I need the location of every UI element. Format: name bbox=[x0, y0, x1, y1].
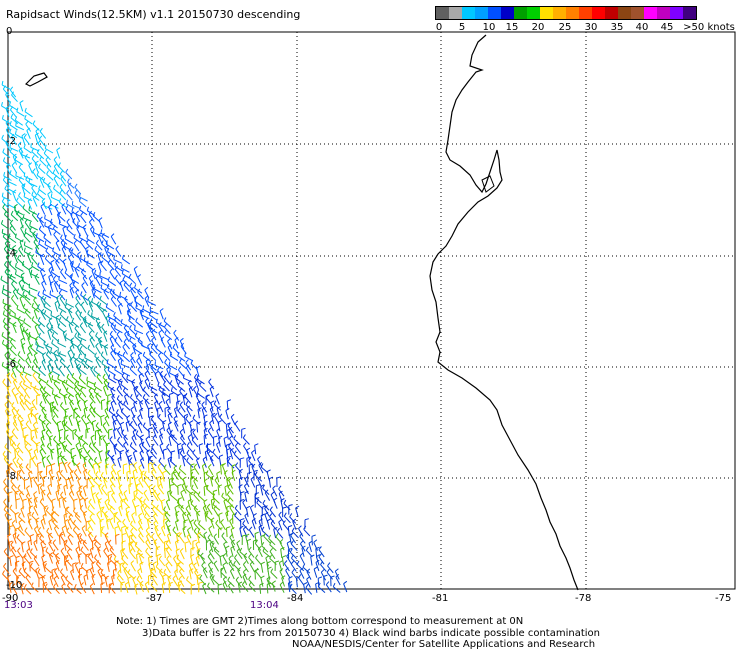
legend-swatch-6 bbox=[514, 7, 527, 19]
legend-tick-1: 5 bbox=[458, 22, 466, 33]
legend-swatch-16 bbox=[644, 7, 657, 19]
plot-frame bbox=[7, 31, 736, 590]
time-label-left: 13:03 bbox=[4, 600, 33, 611]
legend-swatch-11 bbox=[579, 7, 592, 19]
legend-swatch-17 bbox=[657, 7, 670, 19]
legend-swatch-2 bbox=[462, 7, 475, 19]
lat-label-minus4: -4 bbox=[6, 248, 16, 259]
bay-outline bbox=[481, 175, 495, 193]
legend-tick-2: 10 bbox=[482, 22, 496, 33]
lat-label-minus10: -10 bbox=[6, 580, 23, 591]
legend-swatch-13 bbox=[605, 7, 618, 19]
legend-tick-0: 0 bbox=[435, 22, 443, 33]
legend-tick-7: 35 bbox=[610, 22, 624, 33]
legend-swatch-3 bbox=[475, 7, 488, 19]
wind-barb-swath bbox=[0, 80, 348, 595]
legend-swatch-10 bbox=[566, 7, 579, 19]
coastline bbox=[429, 34, 579, 591]
lon-label-minus87: -87 bbox=[146, 593, 163, 604]
legend-tick-5: 25 bbox=[558, 22, 572, 33]
legend-swatch-18 bbox=[670, 7, 683, 19]
legend-swatch-9 bbox=[553, 7, 566, 19]
lat-label-minus8: -8 bbox=[6, 471, 16, 482]
legend-tick-6: 30 bbox=[584, 22, 598, 33]
lat-label-0: 0 bbox=[6, 26, 13, 37]
legend-swatch-7 bbox=[527, 7, 540, 19]
legend-swatch-8 bbox=[540, 7, 553, 19]
legend-tick-9: 45 bbox=[660, 22, 674, 33]
island-outline bbox=[24, 72, 48, 87]
lon-label-minus75: -75 bbox=[715, 593, 732, 604]
legend-swatch-0 bbox=[436, 7, 449, 19]
lat-label-minus2: -2 bbox=[6, 136, 16, 147]
legend-swatch-4 bbox=[488, 7, 501, 19]
lat-label-minus6: -6 bbox=[6, 359, 16, 370]
legend-swatch-14 bbox=[618, 7, 631, 19]
lon-label-minus81: -81 bbox=[432, 593, 449, 604]
note-line-3: NOAA/NESDIS/Center for Satellite Applica… bbox=[292, 639, 596, 650]
legend-tick-8: 40 bbox=[635, 22, 649, 33]
legend-tick-3: 15 bbox=[505, 22, 519, 33]
legend-color-bar bbox=[435, 6, 697, 20]
note-line-1: Note: 1) Times are GMT 2)Times along bot… bbox=[116, 616, 524, 627]
note-line-2: 3)Data buffer is 22 hrs from 20150730 4)… bbox=[142, 628, 600, 639]
lon-label-minus78: -78 bbox=[575, 593, 592, 604]
legend-swatch-15 bbox=[631, 7, 644, 19]
legend-tick-4: 20 bbox=[531, 22, 545, 33]
lon-label-minus90: -90 bbox=[2, 593, 19, 604]
legend-tick-10: >50 knots bbox=[683, 22, 735, 33]
legend-swatch-12 bbox=[592, 7, 605, 19]
map-title: Rapidsact Winds(12.5KM) v1.1 20150730 de… bbox=[6, 8, 301, 21]
time-label-right: 13:04 bbox=[250, 600, 279, 611]
legend-tick-labels: 0 5 10 15 20 25 30 35 40 45 >50 knots bbox=[435, 22, 737, 36]
legend-swatch-19 bbox=[683, 7, 696, 19]
wind-speed-legend: 0 5 10 15 20 25 30 35 40 45 >50 knots bbox=[435, 4, 737, 36]
legend-swatch-5 bbox=[501, 7, 514, 19]
lon-label-minus84: -84 bbox=[287, 593, 304, 604]
legend-swatch-1 bbox=[449, 7, 462, 19]
